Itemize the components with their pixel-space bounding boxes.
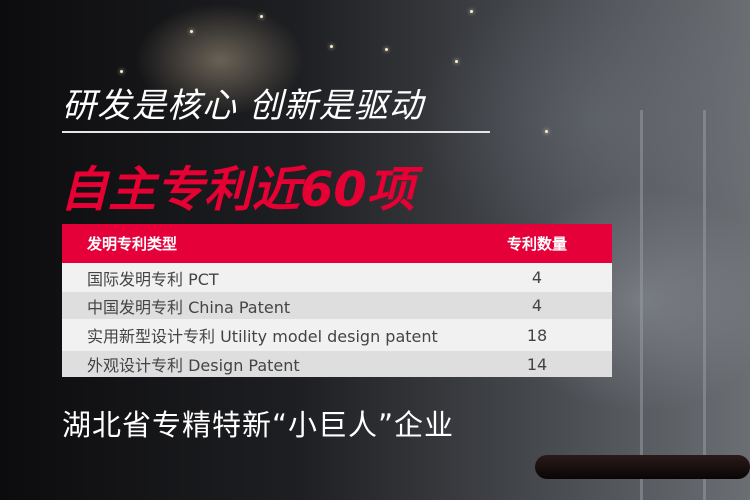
patent-count: 14 <box>526 354 548 374</box>
header-type: 发明专利类型 <box>87 235 178 253</box>
patent-count: 4 <box>531 296 543 315</box>
company-honor: 湖北省专精特新“小巨人”企业 <box>62 408 455 442</box>
table-row: 实用新型设计专利 Utility model design patent 18 <box>62 319 612 351</box>
patent-type: 国际发明专利 PCT <box>87 269 219 289</box>
patent-type: 实用新型设计专利 Utility model design patent <box>87 327 438 346</box>
table-header: 发明专利类型 专利数量 <box>62 224 612 263</box>
patent-table: 发明专利类型 专利数量 国际发明专利 PCT 4 中国发明专利 China Pa… <box>62 224 612 377</box>
patent-type: 外观设计专利 Design Patent <box>87 356 300 375</box>
patent-type: 中国发明专利 China Patent <box>87 297 291 317</box>
header-count: 专利数量 <box>506 235 567 253</box>
table-row: 中国发明专利 China Patent 4 <box>62 292 612 319</box>
slogan: 研发是核心 创新是驱动 <box>62 86 424 126</box>
machinery-frame <box>640 110 706 500</box>
table-row: 国际发明专利 PCT 4 <box>62 263 612 292</box>
patent-count: 4 <box>531 268 543 287</box>
patent-count: 18 <box>526 325 548 345</box>
table-row: 外观设计专利 Design Patent 14 <box>62 351 612 377</box>
headline: 自主专利近60项 <box>60 162 415 218</box>
divider <box>62 131 490 133</box>
roller <box>535 455 750 479</box>
